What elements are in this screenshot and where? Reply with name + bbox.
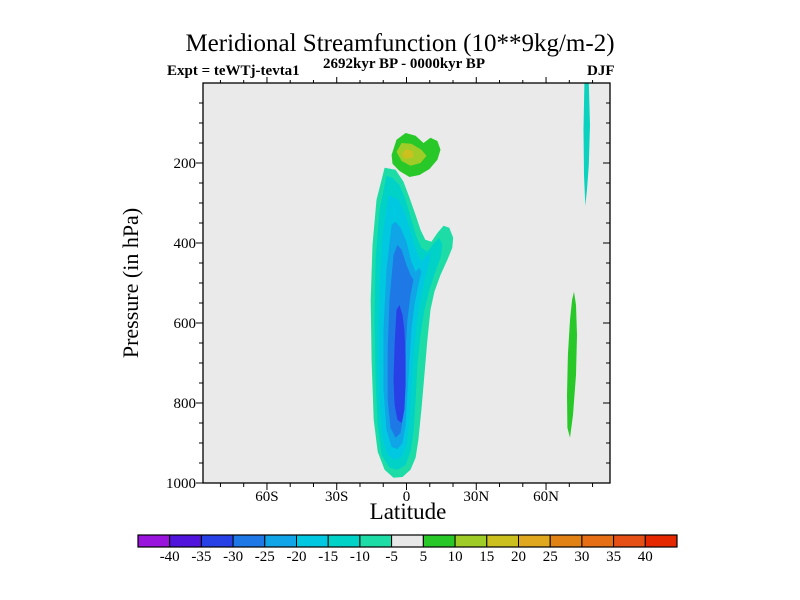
y-tick-label: 200	[174, 156, 197, 172]
colorbar-tick-label: 30	[574, 549, 589, 565]
chart-title: Meridional Streamfunction (10**9kg/m-2)	[185, 30, 615, 57]
colorbar-segment	[296, 534, 329, 548]
colorbar-tick-label: 40	[638, 549, 653, 565]
colorbar-segment	[137, 534, 171, 548]
colorbar-tick-label: -15	[318, 549, 338, 565]
colorbar-tick-label: -20	[287, 549, 307, 565]
contour-band-neg-cell-minus30	[393, 305, 406, 423]
colorbar-segment	[613, 534, 646, 548]
colorbar-tick-label: -25	[255, 549, 275, 565]
experiment-label: Expt = teWTj-tevta1	[167, 63, 300, 79]
colorbar-segment	[454, 534, 488, 548]
colorbar-tick-label: -5	[385, 549, 398, 565]
x-tick-label: 0	[403, 489, 411, 505]
x-tick-label: 30S	[325, 489, 348, 505]
colorbar-segment	[391, 534, 424, 548]
colorbar-tick-label: 35	[606, 549, 621, 565]
contour-band-nh-upper-streak	[583, 83, 590, 206]
x-axis-title: Latitude	[369, 499, 447, 524]
colorbar-segment	[359, 534, 393, 548]
colorbar-tick-label: 5	[420, 549, 428, 565]
colorbar-segment	[232, 534, 266, 548]
colorbar-segment	[581, 534, 615, 548]
colorbar: -40 -35 -30 -25 -20 -15 -10 -5 5 10 15 20 25 30 35 40	[137, 534, 678, 565]
y-tick-label: 400	[174, 236, 197, 252]
colorbar-tick-label: 25	[543, 549, 558, 565]
colorbar-segment	[422, 534, 456, 548]
colorbar-segment	[644, 534, 678, 548]
colorbar-tick-label: -30	[223, 549, 243, 565]
colorbar-tick-label: 20	[511, 549, 526, 565]
colorbar-tick-label: 10	[448, 549, 463, 565]
x-tick-label: 60N	[533, 489, 559, 505]
colorbar-segment	[169, 534, 202, 548]
colorbar-segment	[264, 534, 297, 548]
colorbar-segment	[200, 534, 234, 548]
x-tick-label: 60S	[255, 489, 278, 505]
colorbar-tick-label: -40	[160, 549, 180, 565]
contour-band-nh-low-sliver	[567, 291, 577, 438]
date-range-label: 2692kyr BP - 0000kyr BP	[323, 56, 485, 72]
colorbar-segment	[518, 534, 551, 548]
y-tick-label: 1000	[166, 476, 196, 492]
y-tick-label: 600	[174, 316, 197, 332]
colorbar-segment	[549, 534, 583, 548]
contour-band-upper-blob-plus15	[401, 149, 414, 159]
colorbar-tick-label: -10	[350, 549, 370, 565]
colorbar-segment	[327, 534, 361, 548]
plot-layer	[203, 83, 610, 483]
season-label: DJF	[587, 63, 615, 79]
colorbar-segment	[486, 534, 519, 548]
colorbar-tick-label: 15	[479, 549, 494, 565]
y-tick-label: 800	[174, 396, 197, 412]
colorbar-border	[137, 534, 678, 548]
x-tick-label: 30N	[463, 489, 489, 505]
colorbar-tick-label: -35	[191, 549, 211, 565]
